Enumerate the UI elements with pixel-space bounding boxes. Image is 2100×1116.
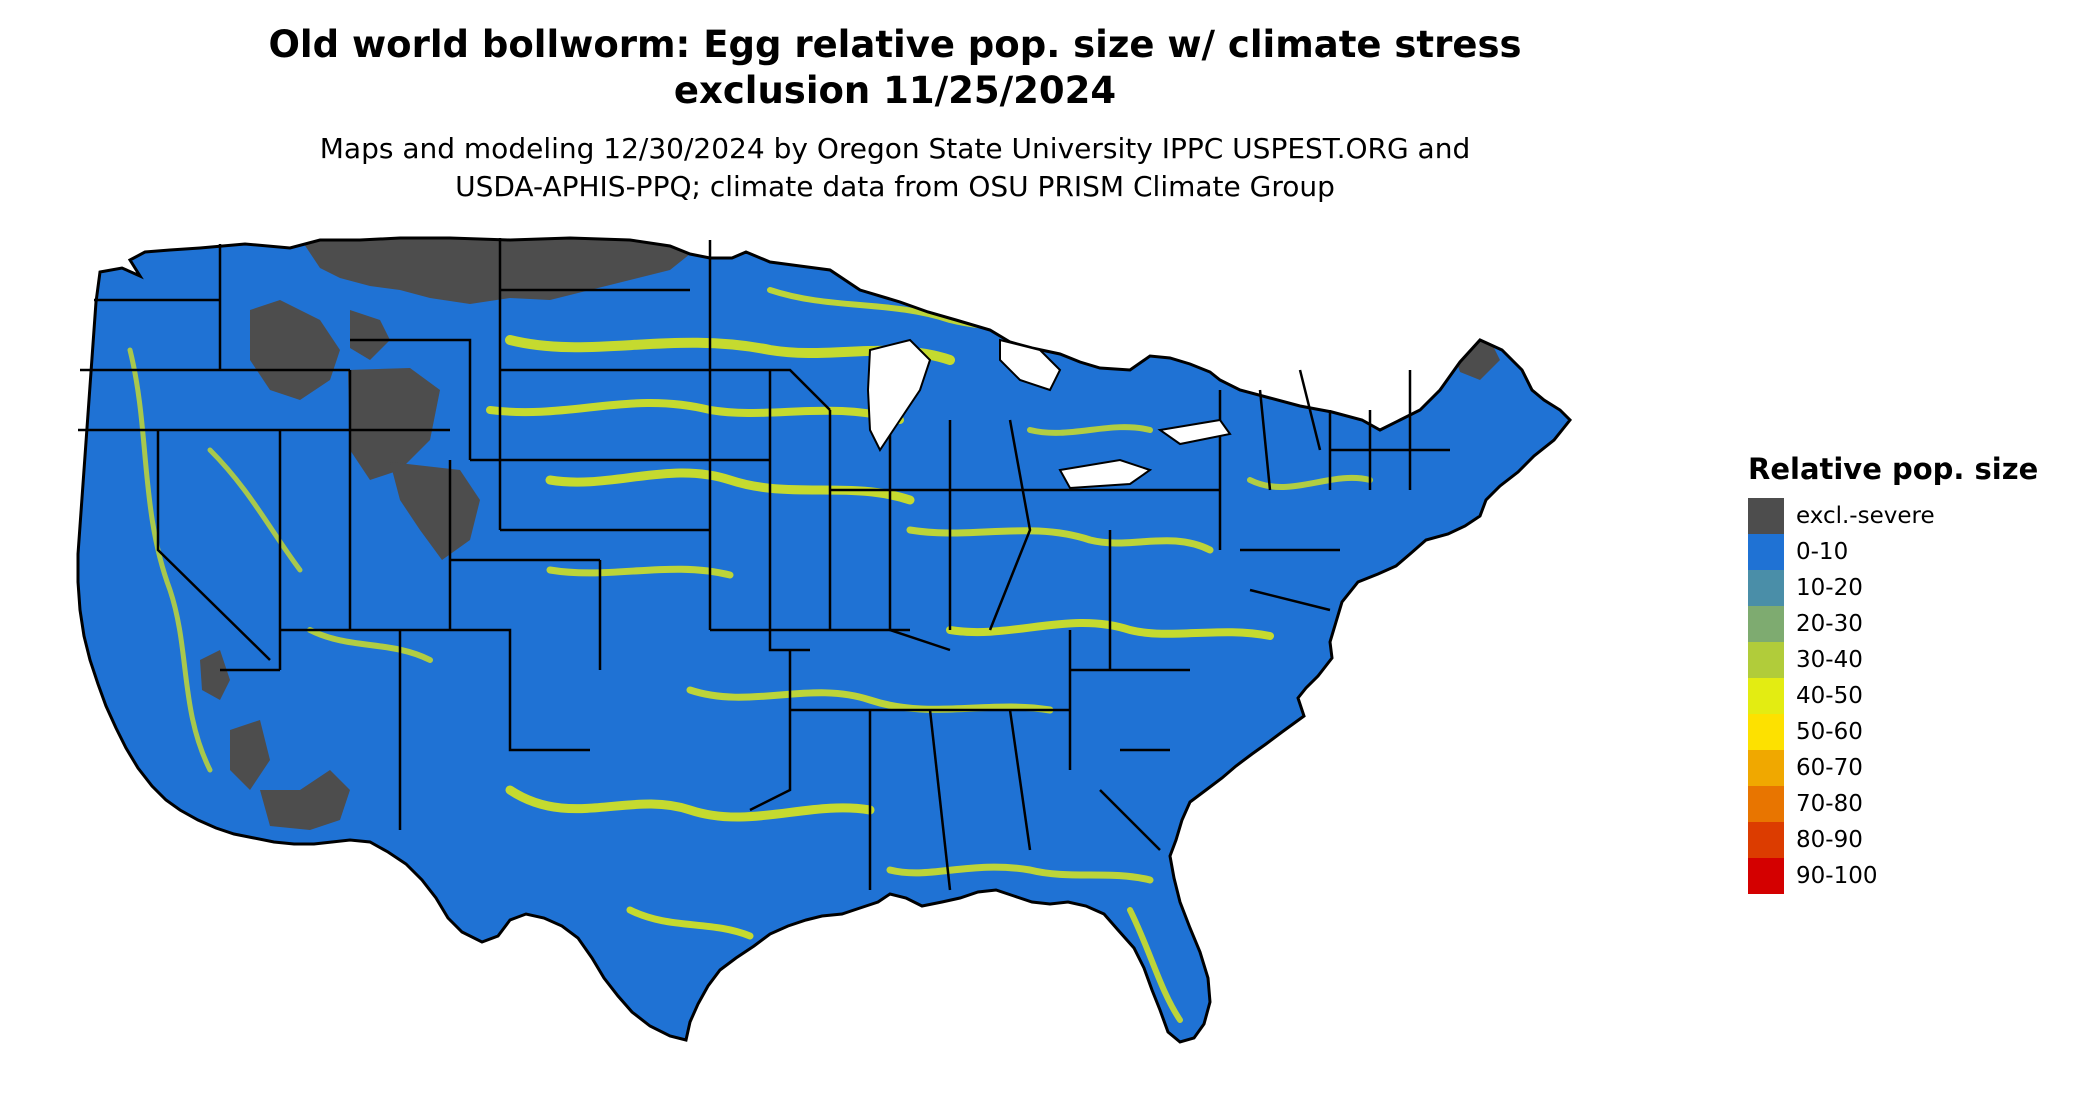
excluded-regions [200, 238, 1500, 830]
legend-item: 10-20 [1748, 570, 2068, 606]
legend: Relative pop. size excl.-severe 0-10 10-20… [1748, 452, 2068, 894]
legend-label: excl.-severe [1796, 503, 1935, 529]
legend-swatch [1748, 642, 1784, 678]
legend-item: excl.-severe [1748, 498, 2068, 534]
legend-title: Relative pop. size [1748, 452, 2039, 486]
lake-michigan [866, 338, 932, 452]
legend-item: 50-60 [1748, 714, 2068, 750]
legend-item: 60-70 [1748, 750, 2068, 786]
legend-label: 60-70 [1796, 755, 1863, 781]
legend-label: 90-100 [1796, 863, 1878, 889]
legend-label: 10-20 [1796, 575, 1863, 601]
legend-swatch [1748, 606, 1784, 642]
map-subtitle-line-1: Maps and modeling 12/30/2024 by Oregon S… [319, 132, 1471, 165]
map-title-line-1: Old world bollworm: Egg relative pop. si… [268, 23, 1522, 66]
title-block: Old world bollworm: Egg relative pop. si… [165, 22, 1625, 206]
legend-item: 40-50 [1748, 678, 2068, 714]
lake-huron [999, 338, 1062, 392]
lake-erie [1058, 458, 1153, 490]
legend-label: 0-10 [1796, 539, 1849, 565]
legend-swatch [1748, 714, 1784, 750]
legend-swatch [1748, 786, 1784, 822]
legend-label: 80-90 [1796, 827, 1863, 853]
legend-label: 40-50 [1796, 683, 1863, 709]
legend-swatch [1748, 822, 1784, 858]
legend-item: 20-30 [1748, 606, 2068, 642]
legend-label: 30-40 [1796, 647, 1863, 673]
legend-swatch [1748, 678, 1784, 714]
legend-label: 70-80 [1796, 791, 1863, 817]
legend-swatch [1748, 858, 1784, 894]
map-title-line-2: exclusion 11/25/2024 [673, 69, 1117, 112]
legend-item: 30-40 [1748, 642, 2068, 678]
state-boundaries [78, 238, 1450, 891]
legend-swatch [1748, 534, 1784, 570]
hotspot-bands [127, 287, 1373, 1023]
us-map-svg [76, 236, 1572, 1044]
legend-item: 80-90 [1748, 822, 2068, 858]
map-subtitle: Maps and modeling 12/30/2024 by Oregon S… [165, 130, 1625, 206]
map-subtitle-line-2: USDA-APHIS-PPQ; climate data from OSU PR… [455, 170, 1335, 203]
us-map [70, 230, 1710, 1110]
legend-swatch [1748, 570, 1784, 606]
legend-swatch [1748, 498, 1784, 534]
legend-label: 50-60 [1796, 719, 1863, 745]
legend-label: 20-30 [1796, 611, 1863, 637]
legend-item: 0-10 [1748, 534, 2068, 570]
legend-swatch [1748, 750, 1784, 786]
great-lakes [866, 338, 1232, 490]
legend-item: 70-80 [1748, 786, 2068, 822]
legend-items: excl.-severe 0-10 10-20 20-30 30-40 40-50 50-6… [1748, 498, 2068, 894]
lake-ontario [1157, 418, 1232, 446]
legend-item: 90-100 [1748, 858, 2068, 894]
